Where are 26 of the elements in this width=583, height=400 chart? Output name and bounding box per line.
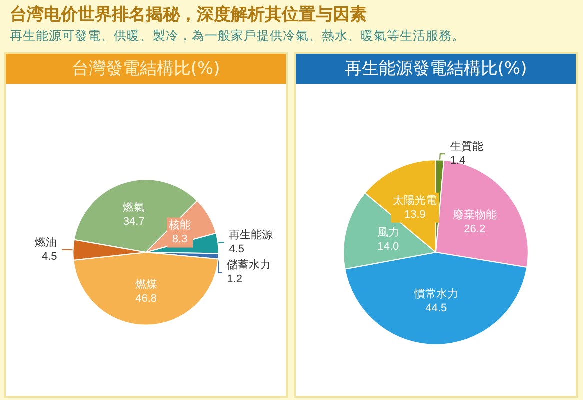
slice-label: 風力 <box>377 226 400 239</box>
data-label: 13.9 <box>404 208 426 221</box>
slice-label: 核能 <box>168 218 192 232</box>
chart-title: 台灣發電結構比(%) <box>6 54 286 84</box>
data-label: 14.0 <box>378 240 400 253</box>
data-label: 4.5 <box>42 250 58 263</box>
data-label: 1.2 <box>227 274 242 286</box>
data-label: 4.5 <box>229 244 244 256</box>
slice-label: 生質能 <box>450 140 484 154</box>
slice-label: 燃油 <box>35 236 58 249</box>
slice-label: 慣常水力 <box>413 288 458 301</box>
slice-label: 太陽光電 <box>393 194 438 207</box>
text: 台湾电价世界排名揭秘，深度解析其位置与因素 <box>10 4 368 26</box>
data-label: 46.8 <box>136 292 158 305</box>
slice-label: 儲蓄水力 <box>227 258 272 272</box>
data-label: 44.5 <box>426 302 448 315</box>
data-label: 34.7 <box>123 216 145 228</box>
slice-label: 燃氣 <box>123 202 146 214</box>
chart-title: 再生能源發電結構比(%) <box>296 54 576 84</box>
data-label: 8.3 <box>172 234 188 246</box>
slice-label: 廢棄物能 <box>452 208 497 222</box>
data-label: 26.2 <box>464 223 486 236</box>
text: 再生能源可發電、供暖、製冷，為一般家戶提供冷氣、熱水、暖氣等生活服務。 <box>10 27 466 45</box>
slice-label: 燃煤 <box>135 278 158 291</box>
slice-label: 再生能源 <box>229 228 274 242</box>
data-label: 1.4 <box>450 155 466 168</box>
